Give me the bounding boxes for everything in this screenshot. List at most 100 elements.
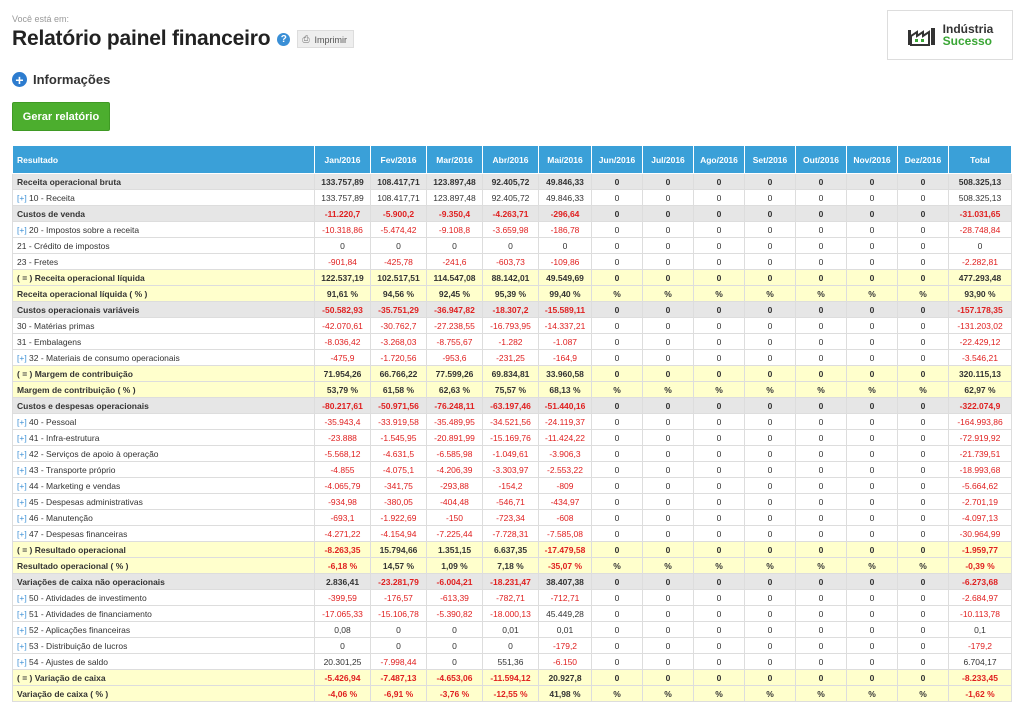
- expand-toggle[interactable]: [+]: [17, 480, 27, 491]
- expand-toggle[interactable]: [+]: [17, 464, 27, 475]
- row-label[interactable]: [+] 32 - Materiais de consumo operaciona…: [12, 349, 315, 366]
- expand-toggle[interactable]: [+]: [17, 656, 27, 667]
- table-cell: 0: [426, 621, 483, 638]
- row-label[interactable]: [+] 52 - Aplicações financeiras: [12, 621, 315, 638]
- table-cell: -3.546,21: [948, 349, 1012, 366]
- table-cell: -50.582,93: [314, 301, 371, 318]
- expand-toggle[interactable]: [+]: [17, 608, 27, 619]
- table-cell: 0: [795, 605, 847, 622]
- table-cell: %: [897, 685, 949, 702]
- generate-report-button[interactable]: Gerar relatório: [12, 102, 110, 131]
- table-cell: 0: [897, 637, 949, 654]
- plus-icon: +: [12, 72, 27, 87]
- table-cell: 0: [370, 237, 427, 254]
- row-label[interactable]: [+] 42 - Serviços de apoio à operação: [12, 445, 315, 462]
- table-cell: -809: [538, 477, 592, 494]
- table-cell: 0: [591, 221, 643, 238]
- column-header: Nov/2016: [846, 145, 898, 174]
- table-cell: 0: [744, 525, 796, 542]
- table-cell: %: [642, 285, 694, 302]
- table-cell: -2.684,97: [948, 589, 1012, 606]
- table-cell: 0: [642, 445, 694, 462]
- table-cell: 0: [795, 237, 847, 254]
- row-label[interactable]: [+] 43 - Transporte próprio: [12, 461, 315, 478]
- expand-toggle[interactable]: [+]: [17, 224, 27, 235]
- table-cell: 0: [642, 221, 694, 238]
- table-row: [+] 20 - Impostos sobre a receita -10.318…: [12, 221, 1012, 238]
- table-cell: %: [693, 557, 745, 574]
- expand-toggle[interactable]: [+]: [17, 496, 27, 507]
- table-cell: 0: [314, 637, 371, 654]
- row-label[interactable]: [+] 44 - Marketing e vendas: [12, 477, 315, 494]
- expand-toggle[interactable]: [+]: [17, 352, 27, 363]
- row-label[interactable]: [+] 53 - Distribuição de lucros: [12, 637, 315, 654]
- table-cell: -434,97: [538, 493, 592, 510]
- table-cell: 0: [795, 621, 847, 638]
- table-cell: 0: [693, 637, 745, 654]
- table-cell: 0: [693, 461, 745, 478]
- expand-toggle[interactable]: [+]: [17, 192, 27, 203]
- expand-toggle[interactable]: [+]: [17, 416, 27, 427]
- table-cell: 0: [846, 445, 898, 462]
- table-cell: 0: [314, 237, 371, 254]
- table-cell: -1.959,77: [948, 541, 1012, 558]
- expand-toggle[interactable]: [+]: [17, 448, 27, 459]
- row-label-text: 43 - Transporte próprio: [26, 464, 116, 475]
- table-cell: 0: [846, 461, 898, 478]
- table-cell: 0: [744, 493, 796, 510]
- expand-toggle[interactable]: [+]: [17, 640, 27, 651]
- table-cell: 0: [591, 429, 643, 446]
- table-cell: 0: [846, 189, 898, 206]
- table-cell: -16.793,95: [482, 317, 539, 334]
- row-label-text: 53 - Distribuição de lucros: [26, 640, 128, 651]
- row-label: 21 - Crédito de impostos: [12, 237, 315, 254]
- row-label[interactable]: [+] 10 - Receita: [12, 189, 315, 206]
- table-cell: 0: [948, 237, 1012, 254]
- table-cell: -7.998,44: [370, 653, 427, 670]
- table-cell: -4.631,5: [370, 445, 427, 462]
- table-cell: 0: [744, 237, 796, 254]
- row-label: Receita operacional bruta: [12, 173, 315, 190]
- expand-toggle[interactable]: [+]: [17, 432, 27, 443]
- column-header: Total: [948, 145, 1012, 174]
- expand-toggle[interactable]: [+]: [17, 592, 27, 603]
- table-cell: 0: [795, 397, 847, 414]
- table-cell: 91,61 %: [314, 285, 371, 302]
- table-row: [+] 46 - Manutenção -693,1 -1.922,69 -150 -7…: [12, 509, 1012, 526]
- table-row: [+] 52 - Aplicações financeiras 0,08 0 0 0,0…: [12, 621, 1012, 638]
- row-label[interactable]: [+] 54 - Ajustes de saldo: [12, 653, 315, 670]
- print-button[interactable]: ⎙ Imprimir: [297, 30, 355, 48]
- row-label: 31 - Embalagens: [12, 333, 315, 350]
- expand-toggle[interactable]: [+]: [17, 624, 27, 635]
- row-label[interactable]: [+] 46 - Manutenção: [12, 509, 315, 526]
- row-label-text: Variações de caixa não operacionais: [17, 576, 165, 587]
- table-cell: 0: [642, 253, 694, 270]
- table-cell: -934,98: [314, 493, 371, 510]
- help-icon[interactable]: ?: [277, 32, 291, 46]
- table-cell: 20.927,8: [538, 669, 592, 686]
- row-label[interactable]: [+] 40 - Pessoal: [12, 413, 315, 430]
- info-toggle[interactable]: + Informações: [12, 72, 110, 87]
- table-cell: 0: [744, 349, 796, 366]
- table-cell: %: [591, 285, 643, 302]
- table-cell: 0: [795, 525, 847, 542]
- table-cell: 71.954,26: [314, 365, 371, 382]
- table-row: [+] 51 - Atividades de financiamento -17.…: [12, 605, 1012, 622]
- row-label[interactable]: [+] 41 - Infra-estrutura: [12, 429, 315, 446]
- row-label[interactable]: [+] 50 - Atividades de investimento: [12, 589, 315, 606]
- row-label[interactable]: [+] 47 - Despesas financeiras: [12, 525, 315, 542]
- table-cell: 0: [693, 477, 745, 494]
- table-cell: -42.070,61: [314, 317, 371, 334]
- row-label[interactable]: [+] 20 - Impostos sobre a receita: [12, 221, 315, 238]
- expand-toggle[interactable]: [+]: [17, 512, 27, 523]
- table-cell: -20.891,99: [426, 429, 483, 446]
- table-cell: -28.748,84: [948, 221, 1012, 238]
- expand-toggle[interactable]: [+]: [17, 528, 27, 539]
- table-row: [+] 10 - Receita 133.757,89 108.417,71 123.…: [12, 189, 1012, 206]
- table-row: Custos de venda -11.220,7 -5.900,2 -9.350,4…: [12, 205, 1012, 222]
- row-label[interactable]: [+] 51 - Atividades de financiamento: [12, 605, 315, 622]
- table-cell: 0: [591, 477, 643, 494]
- row-label[interactable]: [+] 45 - Despesas administrativas: [12, 493, 315, 510]
- table-cell: -3.268,03: [370, 333, 427, 350]
- row-label: Margem de contribuição ( % ): [12, 381, 315, 398]
